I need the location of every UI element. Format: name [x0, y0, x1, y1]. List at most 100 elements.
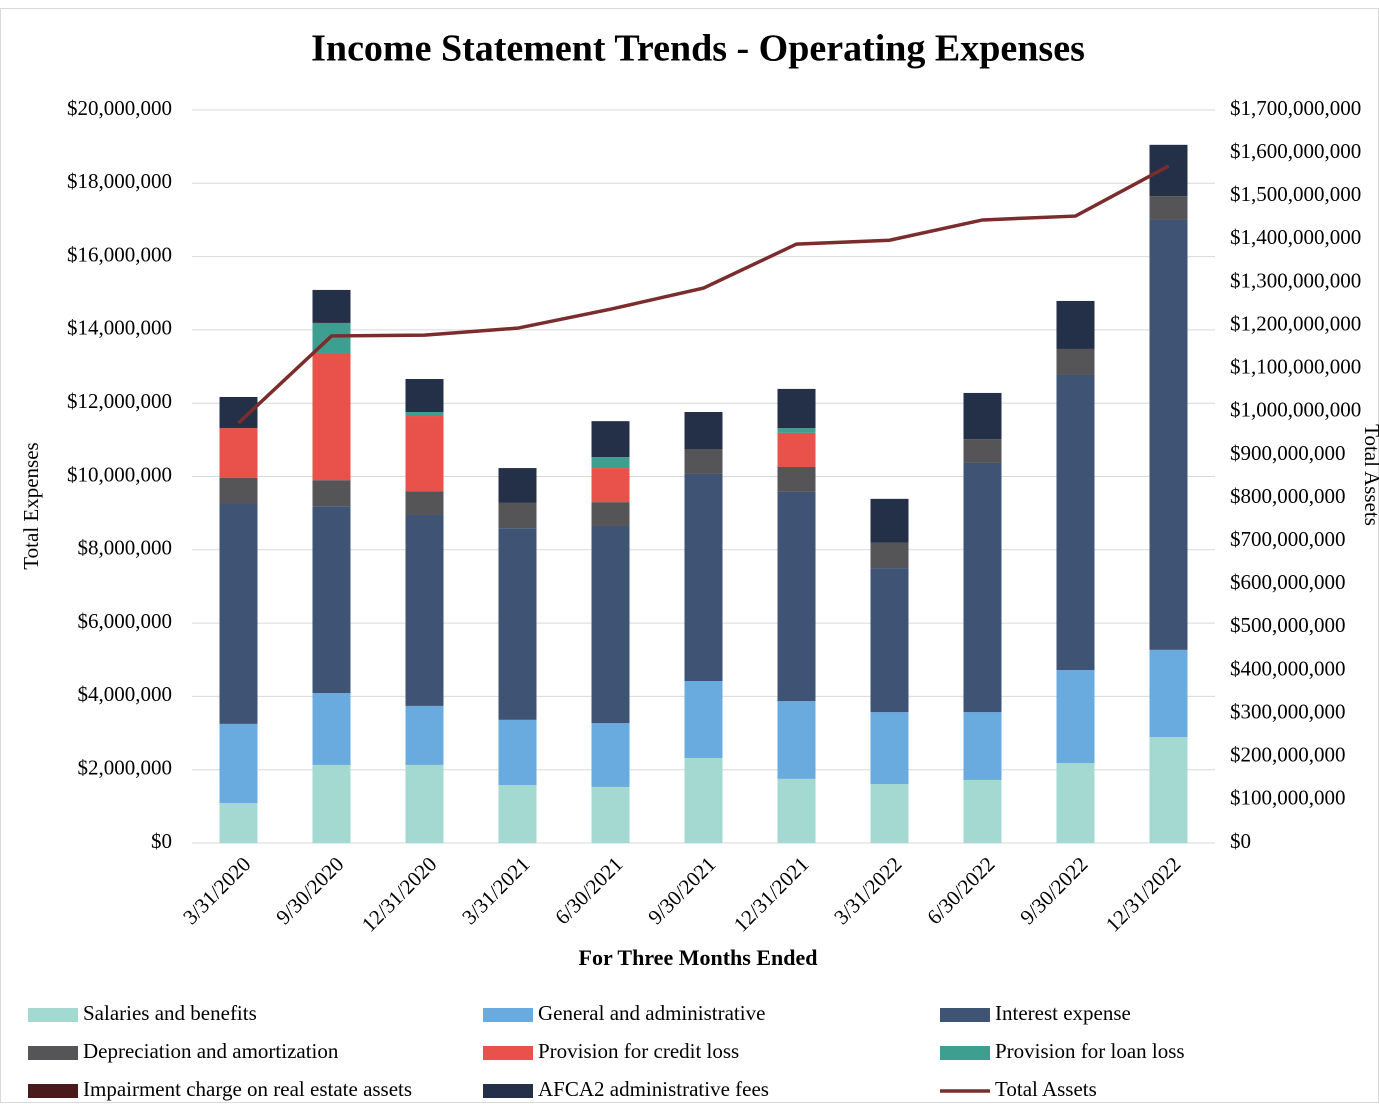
y-tick-label: $10,000,000 [67, 462, 172, 486]
y-tick-label: $4,000,000 [78, 682, 173, 706]
bar-segment [591, 421, 630, 458]
bar-segment [591, 525, 630, 724]
bar-segment [870, 712, 909, 784]
bar-segment [1149, 144, 1188, 197]
bar-segment [684, 449, 723, 474]
y-tick-label: $2,000,000 [78, 756, 173, 780]
y2-tick-label: $1,700,000,000 [1230, 96, 1361, 120]
y2-tick-label: $1,000,000,000 [1230, 398, 1361, 422]
y2-axis-title: Total Assets [1360, 424, 1379, 526]
y-tick-label: $6,000,000 [78, 609, 173, 633]
y2-tick-label: $300,000,000 [1230, 699, 1346, 723]
legend-swatch [483, 1008, 533, 1022]
y-tick-label: $0 [151, 829, 172, 853]
y2-tick-label: $1,300,000,000 [1230, 268, 1361, 292]
bar-segment [219, 503, 258, 724]
bar-segment [498, 528, 537, 720]
x-tick-label: 12/31/2022 [1101, 852, 1186, 937]
y-tick-label: $14,000,000 [67, 316, 172, 340]
x-tick-label: 12/31/2021 [729, 852, 814, 937]
bar-segment [591, 723, 630, 787]
x-tick-label: 6/30/2022 [922, 852, 999, 929]
bar-segment [405, 416, 444, 492]
x-tick-label: 3/31/2020 [178, 852, 255, 929]
bar-segment [591, 457, 630, 469]
bar-segment [1056, 670, 1095, 764]
x-tick-label: 9/30/2022 [1015, 852, 1092, 929]
bar-segment [312, 506, 351, 694]
legend-swatch [28, 1084, 78, 1098]
bar-segment [591, 468, 630, 503]
bar-segment [870, 783, 909, 843]
bar-segment [219, 428, 258, 478]
bar-segment [1149, 219, 1188, 650]
x-axis-title: For Three Months Ended [579, 945, 818, 970]
bar-segment [312, 693, 351, 765]
y2-tick-label: $1,200,000,000 [1230, 311, 1361, 335]
bar-segment [1056, 300, 1095, 349]
bar-segment [312, 352, 351, 481]
x-tick-label: 9/30/2020 [271, 852, 348, 929]
x-tick-label: 9/30/2021 [643, 852, 720, 929]
y2-tick-label: $700,000,000 [1230, 527, 1346, 551]
x-tick-label: 3/31/2021 [457, 852, 534, 929]
legend-swatch [940, 1008, 990, 1022]
bar-segment [963, 712, 1002, 780]
bar-segment [1056, 763, 1095, 843]
bar-segment [684, 757, 723, 843]
legend-swatch [483, 1084, 533, 1098]
bar-segment [405, 379, 444, 412]
y-tick-label: $20,000,000 [67, 96, 172, 120]
x-tick-label: 12/31/2020 [357, 852, 442, 937]
bar-segment [219, 803, 258, 843]
bar-segment [684, 681, 723, 758]
y-tick-label: $12,000,000 [67, 389, 172, 413]
bar-segment [1149, 737, 1188, 843]
bar-segment [870, 498, 909, 543]
bar-segment [405, 491, 444, 515]
y2-tick-label: $600,000,000 [1230, 570, 1346, 594]
y2-tick-label: $1,500,000,000 [1230, 182, 1361, 206]
legend-swatch [28, 1008, 78, 1022]
y2-tick-label: $900,000,000 [1230, 441, 1346, 465]
bar-segment [777, 778, 816, 843]
bar-segment [777, 466, 816, 492]
x-tick-label: 6/30/2021 [550, 852, 627, 929]
y2-tick-label: $1,100,000,000 [1230, 355, 1361, 379]
legend-label: Interest expense [995, 1001, 1131, 1025]
y-tick-label: $18,000,000 [67, 169, 172, 193]
legend-swatch [28, 1046, 78, 1060]
bar-segment [1149, 196, 1188, 220]
bar-segment [498, 502, 537, 529]
y2-tick-label: $1,600,000,000 [1230, 139, 1361, 163]
y2-tick-label: $100,000,000 [1230, 786, 1346, 810]
bar-segment [777, 701, 816, 779]
bar-segment [219, 477, 258, 504]
legend-label: Total Assets [995, 1077, 1097, 1101]
y-tick-label: $16,000,000 [67, 242, 172, 266]
bar-segment [405, 764, 444, 843]
bar-segment [591, 786, 630, 843]
legend-label: Impairment charge on real estate assets [83, 1077, 412, 1101]
bar-segment [963, 779, 1002, 843]
bar-segment [1056, 348, 1095, 375]
bar-segment [777, 388, 816, 429]
bar-segment [219, 723, 258, 804]
bar-segment [870, 542, 909, 569]
bar-segment [405, 705, 444, 765]
bar-segment [777, 432, 816, 467]
bar-segment [498, 468, 537, 503]
legend-label: Depreciation and amortization [83, 1039, 339, 1063]
y2-tick-label: $0 [1230, 829, 1251, 853]
bar-segment [963, 462, 1002, 713]
legend-label: Salaries and benefits [83, 1001, 257, 1025]
y2-tick-label: $400,000,000 [1230, 656, 1346, 680]
y-tick-label: $8,000,000 [78, 536, 173, 560]
bar-segment [498, 719, 537, 786]
bar-segment [312, 480, 351, 507]
bar-segment [405, 514, 444, 706]
bar-segment [312, 764, 351, 843]
y2-tick-label: $500,000,000 [1230, 613, 1346, 637]
bar-segment [1056, 374, 1095, 671]
